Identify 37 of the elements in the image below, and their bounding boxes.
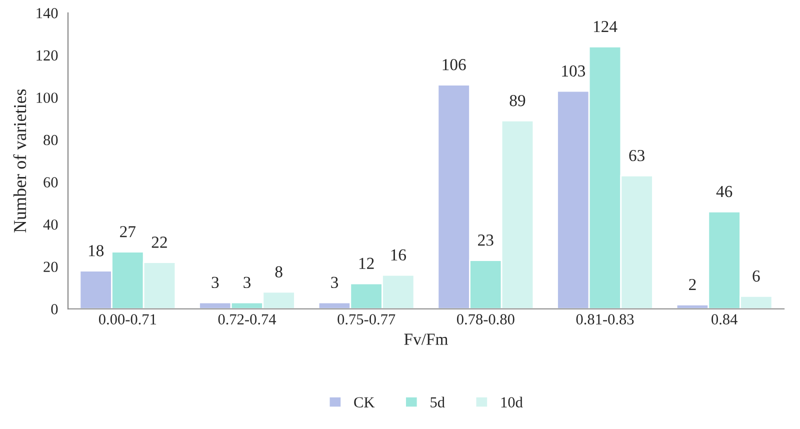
legend-label: CK [354, 397, 375, 408]
data-label: 6 [752, 270, 760, 282]
legend-label: 5d [430, 396, 445, 408]
y-tick-label: 40 [43, 219, 58, 230]
x-tick-label: 0.72-0.74 [218, 314, 276, 325]
y-tick-label: 140 [36, 8, 58, 18]
data-label: 12 [359, 258, 374, 269]
x-tick-label: 0.81-0.83 [576, 314, 634, 325]
y-tick-label: 100 [36, 92, 58, 103]
data-label: 16 [391, 249, 406, 261]
x-tick-label: 0.75-0.77 [338, 314, 396, 325]
y-tick-label: 20 [44, 262, 58, 272]
data-label: 2 [689, 278, 696, 290]
data-label: 22 [152, 236, 167, 248]
x-tick-label: 0.84 [712, 314, 738, 325]
data-label: 63 [629, 150, 645, 162]
x-axis-title: Fv/Fm [404, 334, 448, 345]
data-label: 3 [212, 276, 219, 288]
legend-label: 10d [501, 396, 523, 408]
y-axis-title: Number of varieties [13, 89, 26, 233]
data-label: 3 [331, 276, 338, 288]
data-label: 103 [562, 65, 586, 77]
data-label: 3 [244, 276, 251, 288]
x-tick-label: 0.00-0.71 [98, 314, 156, 325]
data-label: 27 [120, 226, 136, 238]
data-label: 23 [478, 234, 494, 246]
data-label: 89 [510, 94, 526, 106]
data-label: 18 [88, 245, 104, 256]
data-label: 46 [716, 186, 732, 198]
y-tick-label: 0 [51, 304, 58, 314]
y-tick-label: 80 [44, 134, 58, 146]
data-label: 124 [594, 21, 618, 32]
y-tick-label: 60 [44, 177, 58, 188]
y-tick-label: 120 [36, 50, 58, 61]
x-tick-label: 0.78-0.80 [456, 314, 514, 325]
data-label: 8 [275, 266, 282, 278]
data-label: 106 [442, 59, 466, 70]
